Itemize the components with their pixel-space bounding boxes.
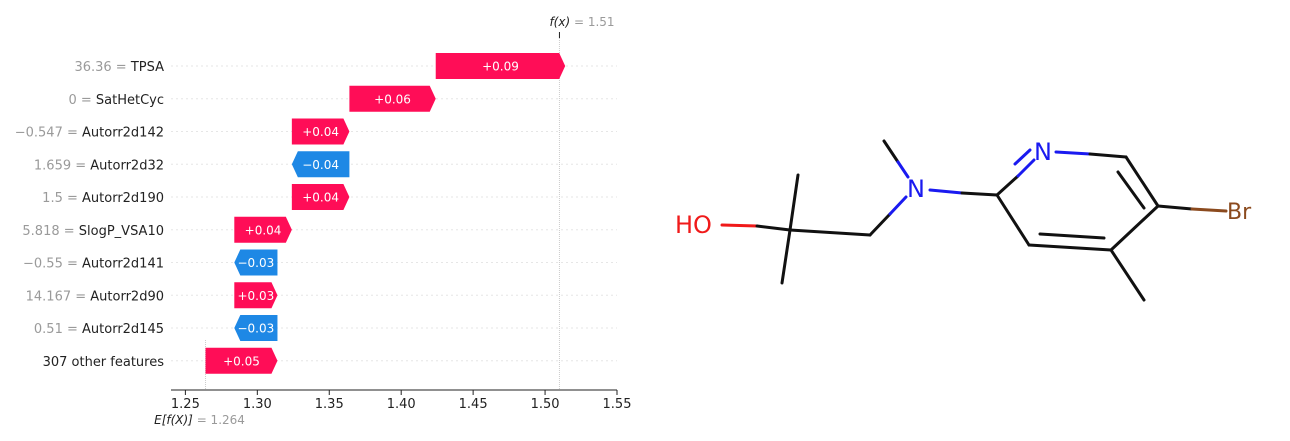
feature-name: Autorr2d190: [82, 191, 164, 206]
feature-value: 36.36 =: [74, 60, 130, 75]
feature-name: Autorr2d141: [82, 257, 164, 272]
feature-label: 307 other features: [43, 355, 165, 370]
feature-label: 1.5 = Autorr2d190: [42, 191, 164, 206]
bar-value-label: +0.04: [245, 223, 282, 237]
feature-label: 0.51 = Autorr2d145: [34, 322, 164, 337]
base-value-label: E[f(X)] = 1.264: [154, 413, 245, 427]
bond-o-c: [720, 223, 759, 228]
bond-ring-c2-n1: [995, 174, 1020, 197]
bond-n-ring: [928, 188, 964, 195]
bars: +0.09 +0.06 +0.04 −0.04 +0.04 +0.04 −0.03 +0.03…: [205, 53, 566, 374]
base-value-text: E[f(X)] = 1.264: [154, 413, 245, 427]
positive-bar: [349, 85, 436, 112]
x-tick-label: 1.30: [243, 397, 272, 412]
output-value-label: f(x) = 1.51: [549, 15, 615, 38]
feature-label: 36.36 = TPSA: [74, 60, 164, 75]
bar-value-label: −0.04: [302, 158, 339, 172]
bond-ring-methyl: [1109, 248, 1146, 302]
bond-n-ring-2: [960, 191, 999, 197]
feature-name: TPSA: [130, 60, 164, 75]
feature-name: SatHetCyc: [96, 93, 164, 108]
bond-methyl-up: [788, 173, 800, 232]
bar-value-label: −0.03: [237, 256, 274, 270]
feature-value: 0.51 =: [34, 322, 82, 337]
negative-bar: [291, 151, 350, 178]
atom-ring-nitrogen: N: [1034, 138, 1052, 166]
x-tick-label: 1.45: [459, 397, 488, 412]
bond-ring-double-c3: [1038, 232, 1106, 240]
bar-value-label: +0.04: [302, 125, 339, 139]
positive-bar: [234, 282, 278, 309]
atom-bromine: Br: [1227, 200, 1252, 225]
bar-value-label: +0.05: [223, 354, 260, 368]
molecule-structure: HO N N Br: [675, 138, 1252, 302]
positive-bar: [435, 53, 566, 79]
x-tick-label: 1.40: [387, 397, 416, 412]
bond-ring-c6-c5: [1124, 155, 1160, 208]
bond-ring-double-n: [1013, 148, 1032, 166]
feature-name: SlogP_VSA10: [79, 224, 164, 239]
bond-ring-c2-n1-2: [1016, 158, 1036, 178]
bond-o-c-2: [755, 224, 792, 232]
negative-bar: [234, 315, 278, 341]
feature-labels: 36.36 = TPSA 0 = SatHetCyc −0.547 = Autorr…: [15, 60, 164, 370]
atom-hydroxyl: HO: [675, 211, 712, 239]
positive-bar: [234, 216, 292, 243]
bond-ring-n1-c6: [1054, 150, 1092, 156]
x-axis: 1.25 1.30 1.35 1.40 1.45 1.50 1.55: [171, 389, 632, 412]
x-tick-label: 1.35: [315, 397, 344, 412]
bond-c-ch2: [788, 228, 872, 237]
feature-value: 1.5 =: [42, 191, 82, 206]
feature-label: 1.659 = Autorr2d32: [34, 158, 164, 173]
bond-ring-c5-c4: [1109, 204, 1160, 252]
feature-label: −0.55 = Autorr2d141: [23, 257, 164, 272]
feature-name: Autorr2d142: [82, 126, 164, 141]
x-tick-label: 1.25: [171, 397, 200, 412]
positive-bar: [205, 347, 278, 374]
bond-ring-double-c5: [1116, 170, 1146, 210]
feature-value: 5.818 =: [22, 224, 78, 239]
feature-value: −0.547 =: [15, 126, 82, 141]
bond-c-br: [1156, 204, 1194, 211]
feature-value: 14.167 =: [26, 289, 91, 304]
atom-amine-nitrogen: N: [907, 175, 925, 203]
output-value-text: f(x) = 1.51: [549, 15, 614, 29]
positive-bar: [291, 118, 350, 145]
feature-label: −0.547 = Autorr2d142: [15, 126, 164, 141]
x-tick-label: 1.55: [603, 397, 632, 412]
feature-value: −0.55 =: [23, 257, 82, 272]
waterfall-chart: +0.09 +0.06 +0.04 −0.04 +0.04 +0.04 −0.03 +0.03…: [15, 15, 632, 427]
positive-bar: [291, 184, 350, 210]
feature-value: 0 =: [68, 93, 95, 108]
negative-bar: [234, 249, 278, 276]
bar-value-label: +0.04: [302, 191, 339, 205]
bar-value-label: +0.03: [237, 289, 274, 303]
bond-ring-n1-c6-2: [1088, 152, 1128, 159]
bar-value-label: +0.09: [482, 60, 519, 74]
feature-name: Autorr2d32: [90, 158, 164, 173]
bond-ch2-n: [868, 212, 892, 237]
bond-n-methyl-2: [896, 160, 910, 179]
feature-label: 5.818 = SlogP_VSA10: [22, 224, 164, 239]
x-tick-label: 1.50: [531, 397, 560, 412]
feature-label: 14.167 = Autorr2d90: [26, 289, 164, 304]
bond-ch2-n-2: [888, 195, 908, 216]
bond-methyl-down: [780, 228, 792, 285]
bar-value-label: +0.06: [374, 92, 411, 106]
feature-name: Autorr2d90: [90, 289, 164, 304]
feature-name: 307 other features: [43, 355, 165, 370]
feature-label: 0 = SatHetCyc: [68, 93, 164, 108]
bond-c-br-2: [1190, 207, 1228, 213]
bond-ring-c3-c2: [995, 193, 1031, 247]
bond-ring-c4-c3: [1027, 243, 1113, 252]
bond-n-methyl: [882, 139, 900, 164]
feature-name: Autorr2d145: [82, 322, 164, 337]
feature-value: 1.659 =: [34, 158, 90, 173]
bar-value-label: −0.03: [237, 322, 274, 336]
